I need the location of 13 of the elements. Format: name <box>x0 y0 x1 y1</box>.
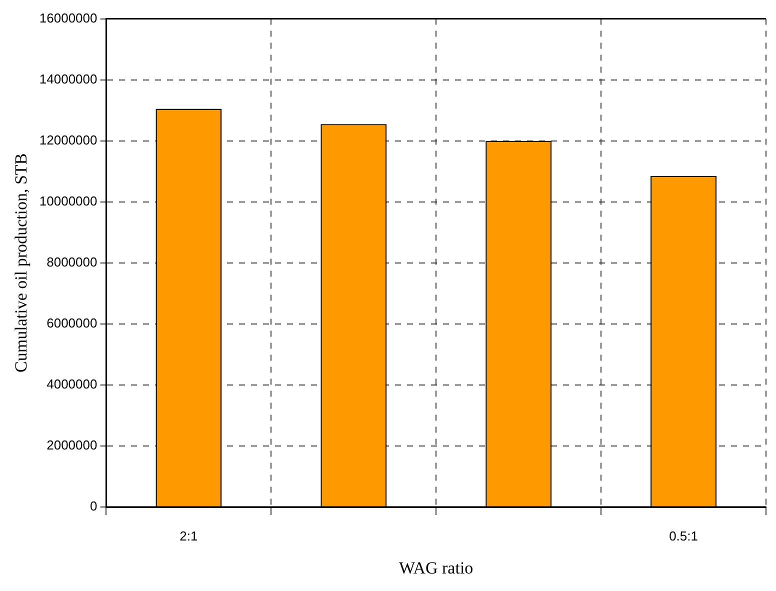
x-tick-label: 2:1 <box>180 528 198 544</box>
y-tick-label: 2000000 <box>46 438 98 453</box>
y-tick-label: 10000000 <box>39 193 98 208</box>
y-axis-title: Cumulative oil production, STB <box>12 153 31 372</box>
y-tick-label: 8000000 <box>46 254 98 270</box>
y-tick-label: 6000000 <box>46 316 98 331</box>
y-tick-label: 0 <box>90 498 98 514</box>
x-tick-label: 0.5:1 <box>669 528 698 544</box>
y-tick-label: 16000000 <box>39 10 98 26</box>
y-tick-label: 14000000 <box>39 71 98 86</box>
y-tick-label: 12000000 <box>39 132 98 148</box>
y-tick-label: 4000000 <box>46 376 98 392</box>
x-axis-title: WAG ratio <box>399 558 474 578</box>
